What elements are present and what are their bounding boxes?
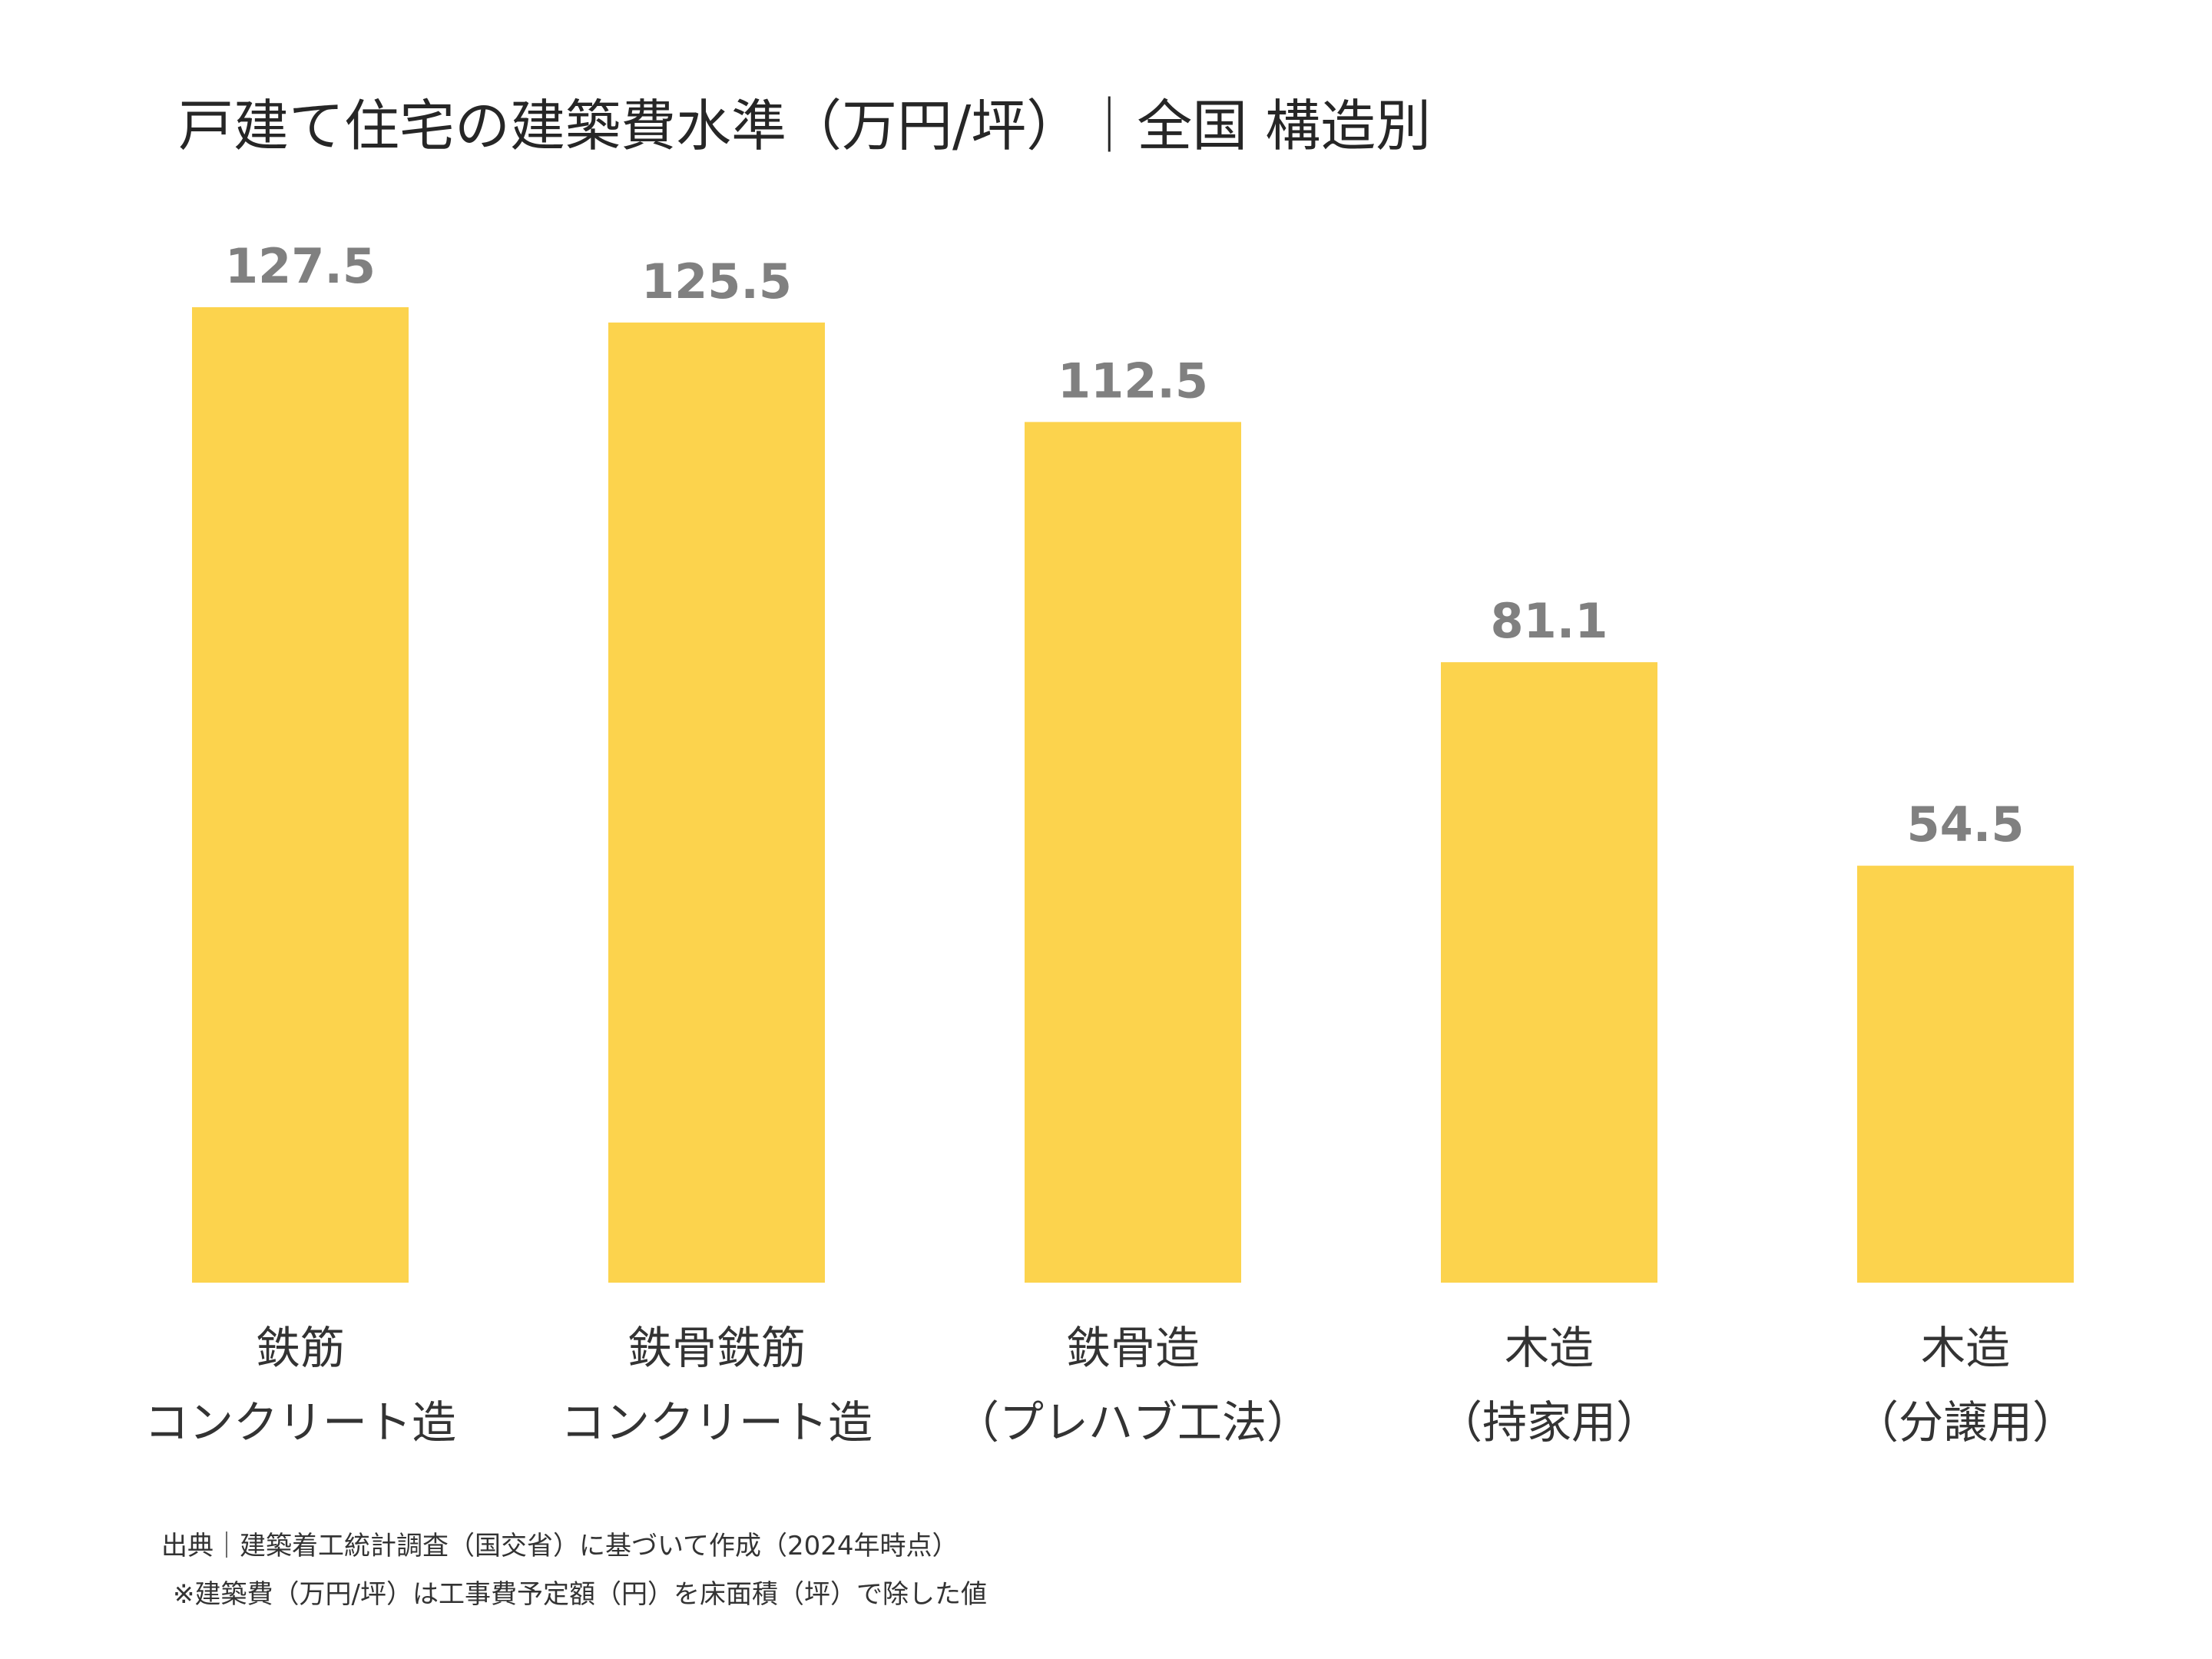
value-label-1: 127.5 bbox=[225, 238, 376, 294]
value-label-5: 54.5 bbox=[1907, 796, 2025, 853]
value-label-3: 112.5 bbox=[1058, 353, 1208, 409]
chart-title: 戸建て住宅の建築費水準（万円/坪）｜全国 構造別 bbox=[178, 94, 1432, 158]
bar-2 bbox=[608, 322, 825, 1283]
category-label-3-line-2: （プレハブ工法） bbox=[955, 1396, 1311, 1449]
category-label-1-line-1: 鉄筋 bbox=[256, 1322, 345, 1374]
value-label-4: 81.1 bbox=[1491, 593, 1608, 649]
category-labels-layer: 鉄筋コンクリート造鉄骨鉄筋コンクリート造鉄骨造（プレハブ工法）木造（持家用）木造… bbox=[144, 1322, 2077, 1449]
bars-layer bbox=[192, 307, 2074, 1283]
category-label-1-line-2: コンクリート造 bbox=[144, 1396, 456, 1449]
value-labels-layer: 127.5 125.5 112.5 81.1 54.5 bbox=[225, 238, 2025, 853]
source-footnote: 出典｜建築着工統計調査（国交省）に基づいて作成（2024年時点） bbox=[161, 1531, 959, 1561]
category-label-3-line-1: 鉄骨造 bbox=[1066, 1322, 1200, 1374]
category-label-4-line-2: （持家用） bbox=[1438, 1396, 1661, 1449]
category-label-5-line-2: （分譲用） bbox=[1854, 1396, 2077, 1449]
category-label-4-line-1: 木造 bbox=[1505, 1322, 1594, 1374]
bar-5 bbox=[1857, 866, 2074, 1283]
category-label-5-line-1: 木造 bbox=[1921, 1322, 2010, 1374]
category-label-2-line-1: 鉄骨鉄筋 bbox=[628, 1322, 806, 1374]
bar-3 bbox=[1025, 422, 1241, 1283]
bar-1 bbox=[192, 307, 409, 1283]
value-label-2: 125.5 bbox=[641, 253, 792, 310]
note-footnote: ※建築費（万円/坪）は工事費予定額（円）を床面積（坪）で除した値 bbox=[173, 1579, 987, 1610]
category-label-2-line-2: コンクリート造 bbox=[561, 1396, 873, 1449]
bar-4 bbox=[1441, 662, 1657, 1283]
